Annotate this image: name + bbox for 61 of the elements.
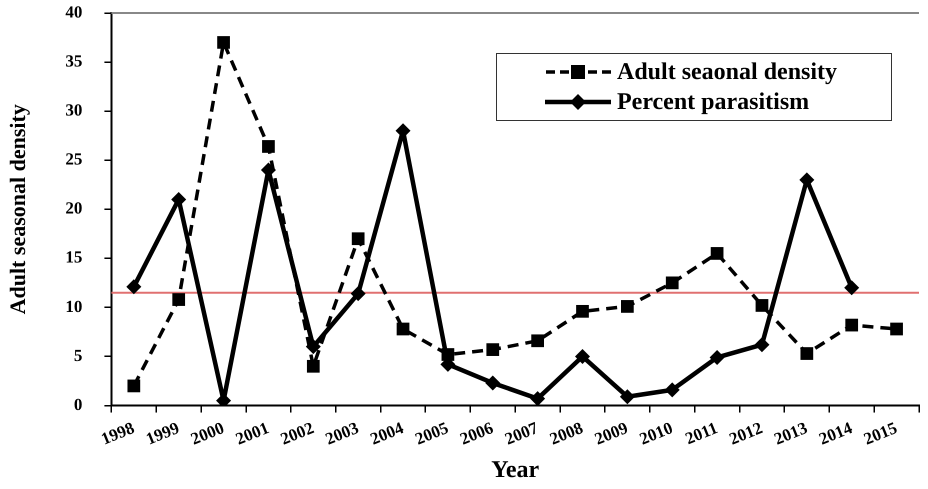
point bbox=[664, 382, 680, 398]
point bbox=[756, 299, 768, 312]
point bbox=[127, 380, 140, 392]
x-tick-label: 1999 bbox=[143, 418, 182, 449]
y-tick-label: 5 bbox=[74, 346, 82, 365]
point bbox=[576, 304, 589, 318]
point bbox=[800, 347, 814, 360]
y-tick-label: 40 bbox=[65, 2, 82, 22]
x-tick-label: 2007 bbox=[502, 418, 542, 449]
point bbox=[485, 375, 500, 390]
point bbox=[710, 247, 724, 260]
point bbox=[620, 389, 635, 404]
x-tick-label: 2004 bbox=[368, 418, 407, 449]
point bbox=[350, 286, 366, 302]
point bbox=[442, 348, 454, 361]
point bbox=[666, 276, 679, 290]
x-tick-label: 2005 bbox=[412, 418, 452, 449]
point bbox=[306, 360, 320, 373]
point bbox=[171, 192, 186, 207]
point bbox=[396, 322, 410, 336]
x-axis-title: Year bbox=[491, 456, 540, 483]
x-tick-label: 1998 bbox=[98, 418, 137, 449]
point bbox=[530, 391, 546, 406]
legend-label: Percent parasitism bbox=[617, 88, 810, 117]
point bbox=[217, 36, 230, 49]
point bbox=[486, 343, 500, 356]
y-tick-label: 0 bbox=[74, 394, 82, 414]
x-tick-label: 2006 bbox=[457, 418, 496, 449]
x-tick-label: 2000 bbox=[188, 418, 227, 449]
y-axis-title: Adult seasonal density bbox=[4, 104, 30, 314]
x-tick-label: 2003 bbox=[322, 418, 362, 449]
point bbox=[844, 280, 860, 296]
point bbox=[890, 322, 903, 336]
x-tick-label: 2012 bbox=[726, 418, 766, 449]
point bbox=[126, 279, 142, 294]
point bbox=[531, 334, 544, 348]
y-tick-label: 20 bbox=[65, 198, 82, 218]
x-tick-label: 2013 bbox=[771, 418, 810, 449]
point bbox=[352, 232, 365, 246]
point bbox=[172, 293, 186, 306]
y-tick-label: 35 bbox=[65, 51, 82, 70]
x-tick-label: 2009 bbox=[592, 418, 631, 449]
y-tick-label: 30 bbox=[65, 100, 82, 120]
point bbox=[754, 337, 770, 352]
y-tick-label: 10 bbox=[65, 296, 82, 316]
x-tick-label: 2015 bbox=[861, 418, 900, 449]
point bbox=[575, 348, 590, 364]
point bbox=[262, 140, 275, 153]
legend-label: Adult seaonal density bbox=[617, 58, 838, 87]
x-tick-label: 2008 bbox=[547, 418, 586, 449]
point bbox=[621, 300, 634, 313]
x-tick-label: 2014 bbox=[816, 418, 856, 449]
y-tick-label: 15 bbox=[65, 248, 82, 267]
point bbox=[710, 350, 725, 365]
x-tick-label: 2001 bbox=[232, 418, 272, 449]
x-tick-label: 2011 bbox=[682, 418, 720, 448]
y-tick-label: 25 bbox=[65, 150, 82, 169]
point bbox=[845, 318, 858, 332]
point bbox=[799, 172, 814, 188]
x-tick-label: 2002 bbox=[278, 418, 316, 449]
x-tick-label: 2010 bbox=[636, 418, 676, 449]
